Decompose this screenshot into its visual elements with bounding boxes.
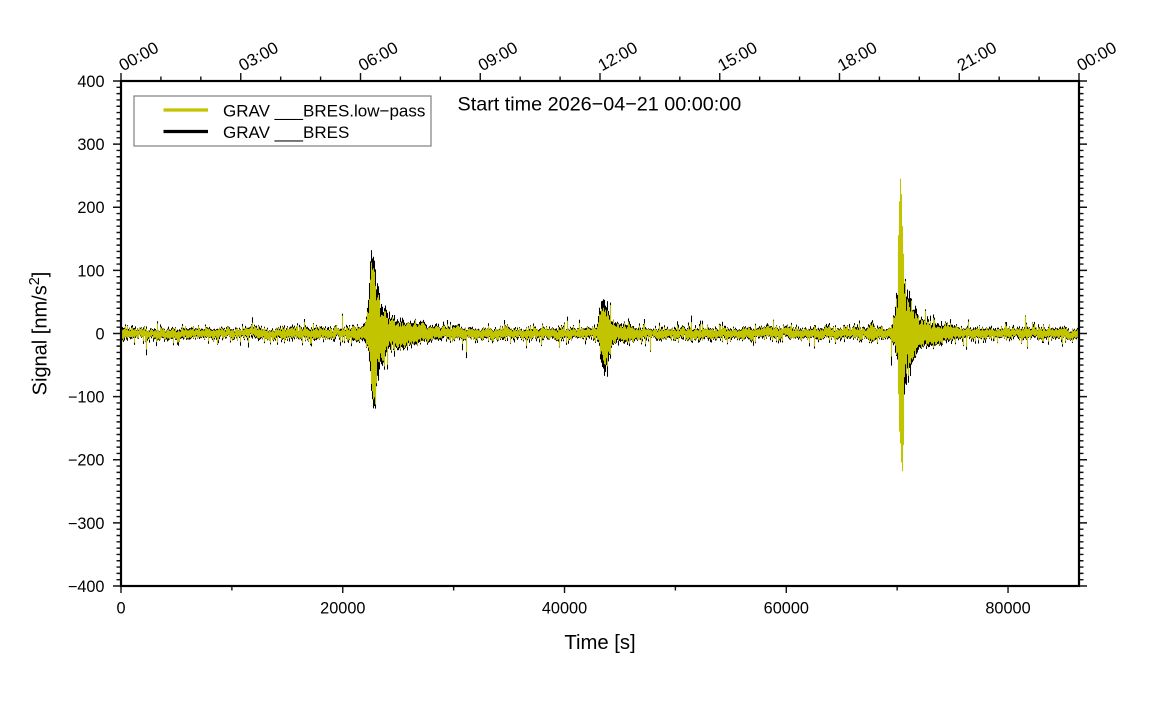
svg-text:GRAV ___BRES: GRAV ___BRES [223, 123, 349, 142]
svg-text:40000: 40000 [542, 600, 587, 618]
svg-text:−400: −400 [68, 578, 105, 596]
svg-text:0: 0 [95, 325, 104, 343]
svg-text:−200: −200 [68, 452, 105, 470]
svg-text:Start time 2026−04−21 00:00:00: Start time 2026−04−21 00:00:00 [458, 94, 742, 116]
svg-text:GRAV ___BRES.low−pass: GRAV ___BRES.low−pass [223, 102, 425, 121]
svg-text:Signal [nm/s2]: Signal [nm/s2] [27, 272, 52, 396]
svg-text:−300: −300 [68, 515, 105, 533]
svg-text:−100: −100 [68, 389, 105, 407]
svg-text:400: 400 [77, 73, 104, 91]
svg-text:60000: 60000 [764, 600, 809, 618]
svg-text:0: 0 [116, 600, 125, 618]
svg-text:80000: 80000 [985, 600, 1030, 618]
svg-text:Time [s]: Time [s] [564, 632, 635, 654]
svg-text:200: 200 [77, 199, 104, 217]
svg-text:300: 300 [77, 136, 104, 154]
svg-text:100: 100 [77, 262, 104, 280]
svg-text:20000: 20000 [320, 600, 365, 618]
